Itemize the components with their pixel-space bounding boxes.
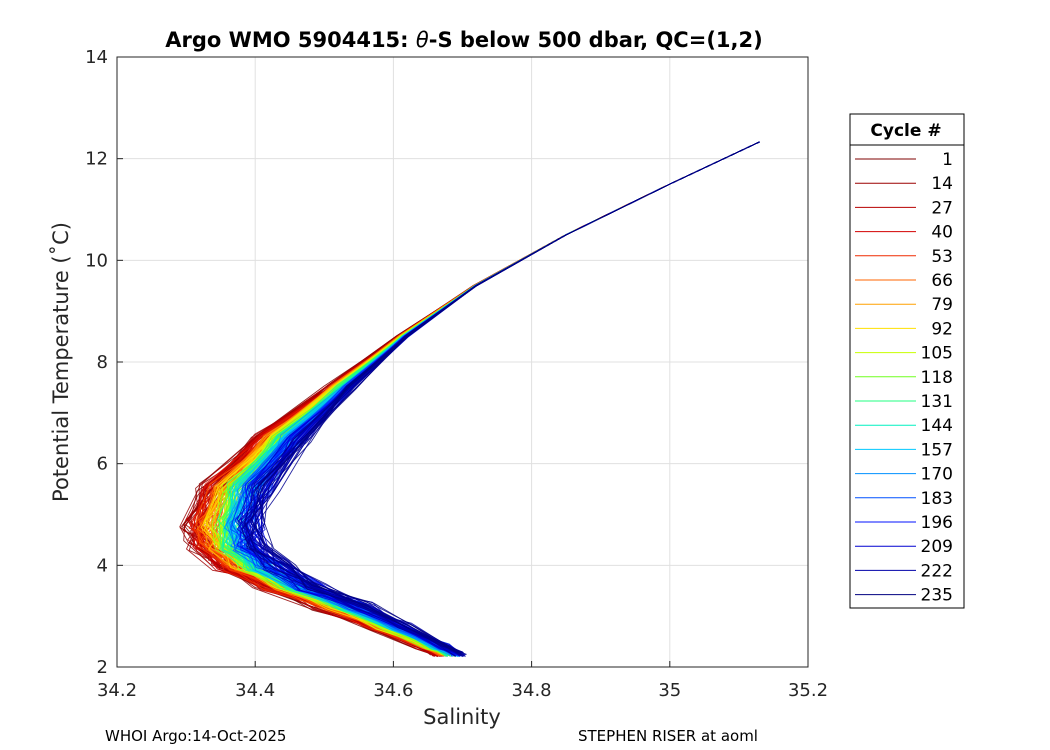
title-theta: θ — [416, 28, 429, 52]
legend-entry-label: 170 — [921, 465, 953, 485]
x-tick-label: 34.6 — [373, 680, 413, 701]
legend-entry-label: 53 — [931, 247, 953, 267]
legend-entry-label: 144 — [921, 416, 953, 436]
title-suffix: -S below 500 dbar, QC=(1,2) — [429, 28, 763, 52]
legend-box — [849, 113, 965, 609]
x-tick-label: 34.8 — [512, 680, 552, 701]
legend-entry-label: 196 — [921, 513, 953, 533]
footer-left: WHOI Argo:14-Oct-2025 — [105, 727, 286, 745]
legend: Cycle # 1 14 27 40 53 66 79 92 105 118 131 144 157 17… — [849, 113, 965, 609]
y-tick-label: 10 — [85, 250, 108, 271]
y-tick-label: 14 — [85, 47, 108, 68]
y-tick-label: 12 — [85, 149, 108, 170]
x-tick-label: 34.4 — [235, 680, 275, 701]
title-prefix: Argo WMO 5904415: — [165, 28, 416, 52]
legend-entry-label: 92 — [931, 319, 953, 339]
y-tick-label: 4 — [97, 555, 108, 576]
legend-entry-label: 66 — [931, 271, 953, 291]
legend-entry-label: 1 — [942, 150, 953, 170]
y-tick-label: 6 — [97, 454, 108, 475]
profiles — [179, 141, 760, 658]
footer-right: STEPHEN RISER at aoml — [578, 727, 758, 745]
legend-entry-label: 79 — [931, 295, 953, 315]
legend-title: Cycle # — [870, 121, 941, 141]
x-axis-label: Salinity — [423, 705, 501, 729]
legend-entry-label: 40 — [931, 223, 953, 243]
legend-entry-label: 222 — [921, 561, 953, 581]
legend-entry-label: 14 — [931, 174, 953, 194]
legend-entry-label: 183 — [921, 489, 953, 509]
x-tick-label: 35.2 — [788, 680, 828, 701]
svg-text:Argo WMO 5904415: θ-S below 50: Argo WMO 5904415: θ-S below 500 dbar, QC… — [165, 28, 762, 52]
legend-entry-label: 118 — [921, 368, 953, 388]
legend-entry-label: 157 — [921, 440, 953, 460]
x-tick-label: 35 — [658, 680, 681, 701]
legend-entry-label: 209 — [921, 537, 953, 557]
legend-entry-label: 105 — [921, 344, 953, 364]
legend-entry-label: 235 — [921, 586, 953, 606]
legend-entry-label: 131 — [921, 392, 953, 412]
y-axis-label: Potential Temperature (˚C) — [49, 222, 73, 502]
y-tick-label: 8 — [97, 352, 108, 373]
profile-line-236 — [256, 141, 760, 654]
legend-entry-label: 27 — [931, 198, 953, 218]
x-tick-label: 34.2 — [97, 680, 137, 701]
y-tick-label: 2 — [97, 657, 108, 678]
chart-title: Argo WMO 5904415: θ-S below 500 dbar, QC… — [165, 28, 762, 52]
axis-ticks: 34.2 34.4 34.6 34.8 35 35.2 2 4 6 8 10 12 14 — [85, 47, 828, 701]
